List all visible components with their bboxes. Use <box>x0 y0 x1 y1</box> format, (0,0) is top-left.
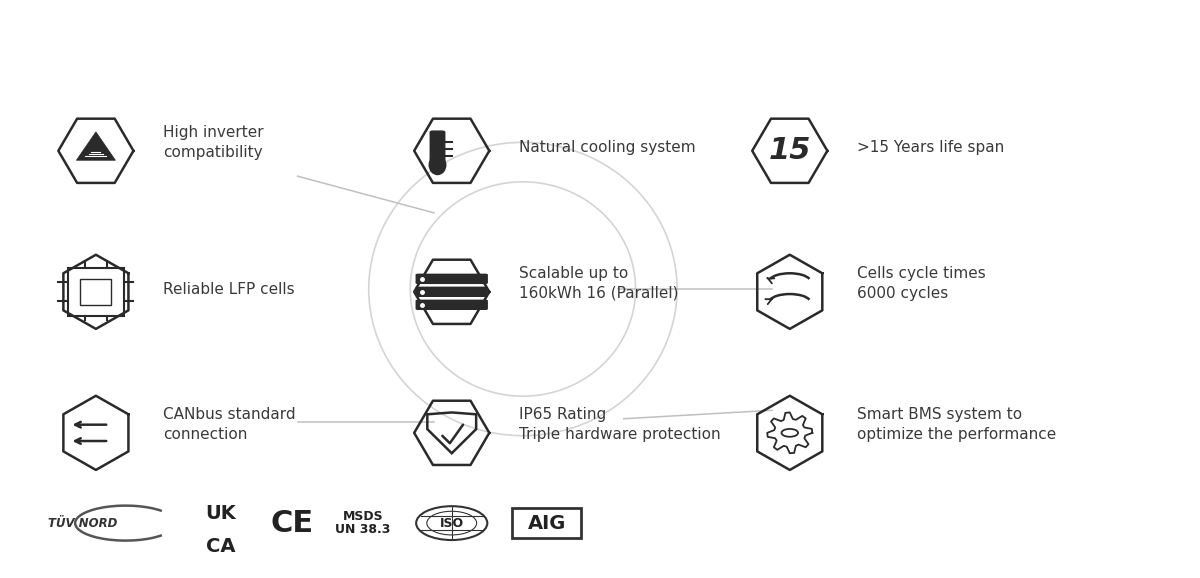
Text: Scalable up to
160kWh 16 (Parallel): Scalable up to 160kWh 16 (Parallel) <box>518 266 678 301</box>
Text: UK: UK <box>205 504 236 523</box>
Ellipse shape <box>430 155 445 175</box>
Polygon shape <box>77 132 115 160</box>
Text: TÜV NORD: TÜV NORD <box>48 517 118 529</box>
FancyBboxPatch shape <box>415 273 488 284</box>
Text: IP65 Rating
Triple hardware protection: IP65 Rating Triple hardware protection <box>518 407 720 442</box>
FancyBboxPatch shape <box>415 299 488 310</box>
Text: Cells cycle times
6000 cycles: Cells cycle times 6000 cycles <box>857 266 985 301</box>
Text: CE: CE <box>270 509 313 538</box>
Text: CANbus standard
connection: CANbus standard connection <box>163 407 295 442</box>
Text: AIG: AIG <box>528 514 566 532</box>
FancyBboxPatch shape <box>431 131 445 161</box>
Text: Natural cooling system: Natural cooling system <box>518 140 696 155</box>
FancyBboxPatch shape <box>415 287 488 297</box>
Text: High inverter
compatibility: High inverter compatibility <box>163 125 264 160</box>
Text: >15 Years life span: >15 Years life span <box>857 140 1004 155</box>
Text: UN 38.3: UN 38.3 <box>335 523 390 536</box>
Text: CA: CA <box>205 537 235 556</box>
Text: Smart BMS system to
optimize the performance: Smart BMS system to optimize the perform… <box>857 407 1056 442</box>
Text: MSDS: MSDS <box>342 510 383 523</box>
Text: 15: 15 <box>768 136 811 165</box>
Text: ISO: ISO <box>439 517 463 529</box>
Text: Reliable LFP cells: Reliable LFP cells <box>163 281 295 297</box>
